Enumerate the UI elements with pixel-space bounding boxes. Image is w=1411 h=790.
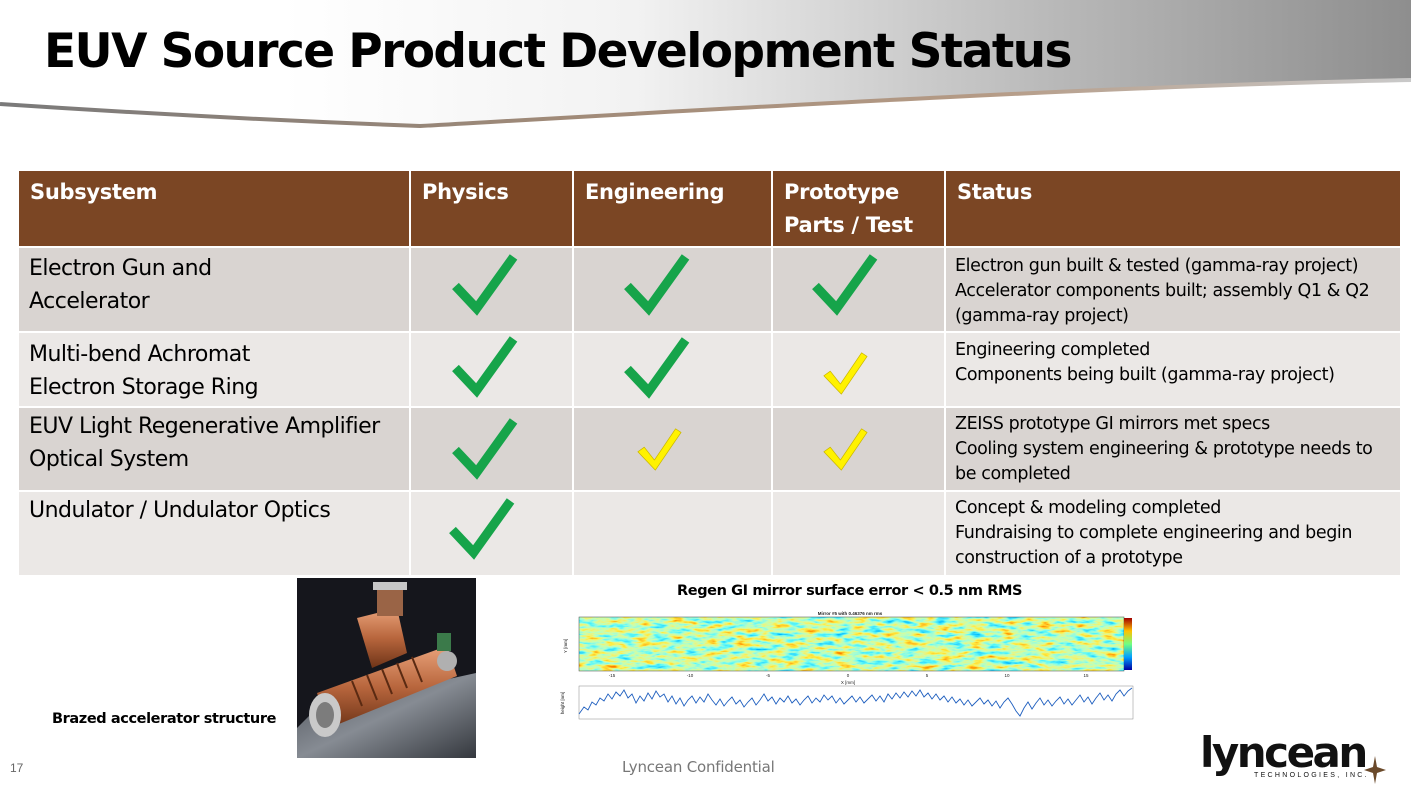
tick-label: -10 (687, 673, 694, 678)
prototype-cell (771, 406, 946, 492)
physics-cell (409, 406, 574, 492)
subsystem-line1: Electron Gun and (29, 256, 212, 281)
status-line: Components being built (gamma-ray projec… (955, 365, 1335, 385)
subsystem-cell: EUV Light Regenerative Amplifier Optical… (17, 406, 411, 492)
prototype-cell (771, 490, 946, 577)
engineering-cell (572, 406, 773, 492)
status-line: ZEISS prototype GI mirrors met specs (955, 414, 1270, 434)
tick-label: 5 (926, 673, 929, 678)
status-line: Fundraising to complete engineering and … (955, 523, 1353, 543)
yellow-check-icon (819, 426, 871, 472)
status-line: Cooling system engineering & prototype n… (955, 439, 1373, 459)
page-number: 17 (10, 761, 24, 775)
header-status: Status (944, 169, 1402, 248)
physics-cell (409, 490, 574, 577)
engineering-cell (572, 331, 773, 408)
table-row: Multi-bend Achromat Electron Storage Rin… (17, 331, 1402, 408)
accelerator-caption: Brazed accelerator structure (52, 711, 277, 727)
page-title: EUV Source Product Development Status (44, 24, 1073, 79)
engineering-cell (572, 490, 773, 577)
header-prototype-line1: Prototype (784, 180, 899, 204)
physics-cell (409, 331, 574, 408)
status-cell: Engineering completed Components being b… (944, 331, 1402, 408)
table-row: Electron Gun and Accelerator Electron gu… (17, 246, 1402, 333)
mirror-figure-title: Regen GI mirror surface error < 0.5 nm R… (677, 583, 1023, 599)
map-x-ticks: -15 -10 -5 0 5 10 15 (609, 673, 1089, 678)
tick-label: 15 (1083, 673, 1089, 678)
map-y-label: Y [mm] (563, 639, 568, 653)
status-cell: ZEISS prototype GI mirrors met specs Coo… (944, 406, 1402, 492)
subsystem-cell: Undulator / Undulator Optics (17, 490, 411, 577)
prototype-cell (771, 246, 946, 333)
subsystem-line1: Undulator / Undulator Optics (29, 498, 331, 523)
logo-wordmark: lyncean (1200, 728, 1368, 777)
map-x-label: X [mm] (841, 680, 855, 685)
yellow-check-icon (819, 350, 871, 396)
status-line: construction of a prototype (955, 548, 1183, 568)
header-prototype: Prototype Parts / Test (771, 169, 946, 248)
tick-label: 0 (847, 673, 850, 678)
status-line: Accelerator components built; assembly Q… (955, 281, 1370, 301)
subsystem-line2: Optical System (29, 447, 189, 472)
subsystem-line1: EUV Light Regenerative Amplifier (29, 414, 380, 439)
subsystem-line2: Accelerator (29, 289, 150, 314)
status-table: Subsystem Physics Engineering Prototype … (17, 169, 1402, 577)
header-physics: Physics (409, 169, 574, 248)
logo-tagline: TECHNOLOGIES, INC. (1254, 772, 1369, 779)
table-row: EUV Light Regenerative Amplifier Optical… (17, 406, 1402, 492)
green-check-icon (448, 497, 515, 563)
subsystem-line1: Multi-bend Achromat (29, 342, 250, 367)
status-line: Concept & modeling completed (955, 498, 1221, 518)
header-prototype-line2: Parts / Test (784, 213, 913, 237)
header-swoosh (0, 0, 1411, 129)
tick-label: 10 (1004, 673, 1010, 678)
status-line: Electron gun built & tested (gamma-ray p… (955, 256, 1359, 276)
green-check-icon (623, 336, 690, 402)
plot-title: Mirror #5 with 0.46376 nm rms (818, 611, 883, 616)
profile-y-label: height [nm] (560, 692, 565, 714)
yellow-check-icon (633, 426, 685, 472)
physics-cell (409, 246, 574, 333)
footer-confidential: Lyncean Confidential (622, 758, 775, 776)
status-line: (gamma-ray project) (955, 306, 1129, 326)
star-icon (1364, 756, 1386, 784)
prototype-cell (771, 331, 946, 408)
green-check-icon (623, 253, 690, 319)
status-cell: Concept & modeling completed Fundraising… (944, 490, 1402, 577)
status-line: be completed (955, 464, 1071, 484)
status-line: Engineering completed (955, 340, 1151, 360)
company-logo: lyncean TECHNOLOGIES, INC. (1198, 728, 1393, 786)
green-check-icon (811, 253, 878, 319)
tick-label: -5 (766, 673, 770, 678)
accelerator-photo (297, 578, 476, 758)
green-check-icon (451, 253, 518, 319)
green-check-icon (451, 335, 518, 401)
table-header-row: Subsystem Physics Engineering Prototype … (17, 169, 1402, 248)
engineering-cell (572, 246, 773, 333)
mirror-surface-plot: Mirror #5 with 0.46376 nm rms -15 -10 -5… (560, 611, 1134, 720)
header-engineering: Engineering (572, 169, 773, 248)
table-row: Undulator / Undulator Optics Concept & m… (17, 490, 1402, 577)
status-cell: Electron gun built & tested (gamma-ray p… (944, 246, 1402, 333)
green-check-icon (451, 417, 518, 483)
tick-label: -15 (609, 673, 616, 678)
subsystem-cell: Electron Gun and Accelerator (17, 246, 411, 333)
header-subsystem: Subsystem (17, 169, 411, 248)
subsystem-line2: Electron Storage Ring (29, 375, 259, 400)
subsystem-cell: Multi-bend Achromat Electron Storage Rin… (17, 331, 411, 408)
